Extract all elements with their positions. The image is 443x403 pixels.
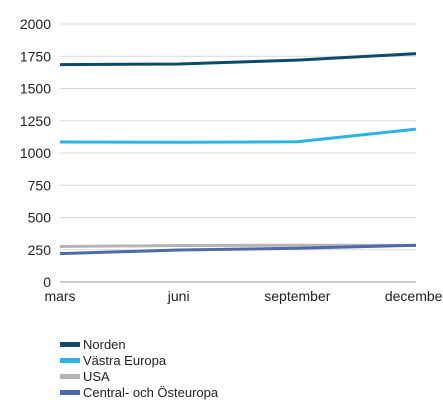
gridlines (60, 23, 416, 283)
legend-swatch (60, 373, 80, 379)
y-tick-label: 250 (28, 242, 52, 258)
legend-swatch (60, 341, 80, 347)
x-tick-label: juni (167, 288, 190, 304)
y-axis-ticks: 0 250 500 750 1000 1250 1500 1750 2000 (20, 16, 51, 290)
x-tick-label: december (385, 288, 443, 304)
x-tick-label: mars (44, 288, 75, 304)
series-line-1 (59, 127, 417, 144)
line-chart: 0 250 500 750 1000 1250 1500 1750 2000 mars juni s… (20, 16, 443, 304)
legend-label: Västra Europa (83, 352, 167, 368)
legend-swatch (60, 389, 80, 395)
y-tick-label: 1000 (20, 145, 51, 161)
legend-label: Norden (83, 336, 126, 352)
legend-swatch (60, 357, 80, 363)
y-tick-label: 1250 (20, 113, 51, 129)
y-tick-label: 500 (28, 210, 52, 226)
series-lines (59, 52, 417, 256)
legend-item: Central- och Östeuropa (60, 384, 218, 400)
y-tick-label: 750 (28, 177, 52, 193)
legend-item: Norden (60, 336, 218, 352)
y-tick-label: 2000 (20, 16, 51, 32)
legend: Norden Västra Europa USA Central- och Östeu… (60, 336, 218, 400)
series-line-3 (59, 243, 417, 256)
y-tick-label: 0 (43, 274, 51, 290)
series-line-0 (59, 52, 417, 67)
y-tick-label: 1750 (20, 48, 51, 64)
legend-item: Västra Europa (60, 352, 218, 368)
legend-label: USA (83, 368, 110, 384)
x-tick-label: september (264, 288, 330, 304)
legend-label: Central- och Östeuropa (83, 384, 219, 400)
legend-item: USA (60, 368, 218, 384)
x-axis-ticks: mars juni september december (44, 288, 443, 304)
y-tick-label: 1500 (20, 81, 51, 97)
